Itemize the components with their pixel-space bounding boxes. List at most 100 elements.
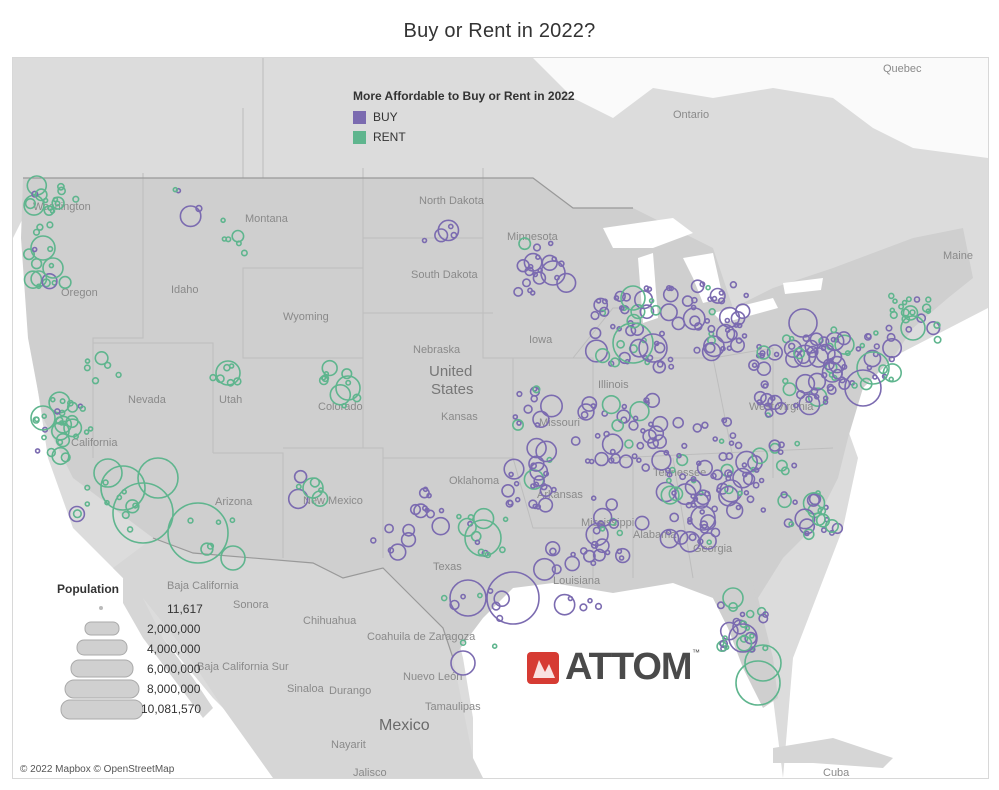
city-circle[interactable]	[609, 357, 621, 368]
city-circle[interactable]	[594, 451, 609, 467]
city-circle[interactable]	[681, 442, 688, 450]
city-circle[interactable]	[646, 437, 659, 450]
city-circle[interactable]	[728, 440, 735, 447]
city-circle[interactable]	[668, 363, 675, 370]
city-circle[interactable]	[634, 515, 650, 531]
city-circle[interactable]	[450, 650, 476, 676]
city-circle[interactable]	[830, 336, 837, 343]
city-circle[interactable]	[788, 521, 795, 528]
city-circle[interactable]	[616, 339, 625, 349]
city-circle[interactable]	[739, 634, 749, 643]
city-circle[interactable]	[605, 498, 619, 511]
city-circle[interactable]	[807, 372, 827, 391]
map-canvas[interactable]: Ontario Quebec United States Mexico Cuba…	[13, 58, 988, 778]
city-circle[interactable]	[502, 516, 509, 523]
city-circle[interactable]	[681, 295, 694, 307]
city-circle[interactable]	[652, 434, 668, 449]
city-circle[interactable]	[916, 313, 927, 324]
city-circle[interactable]	[55, 433, 71, 448]
city-circle[interactable]	[132, 502, 139, 509]
city-circle[interactable]	[513, 286, 524, 297]
city-circle[interactable]	[31, 190, 39, 198]
city-circle[interactable]	[826, 385, 837, 395]
city-circle[interactable]	[886, 332, 896, 342]
city-circle[interactable]	[718, 290, 725, 296]
city-circle[interactable]	[706, 539, 713, 546]
city-circle[interactable]	[220, 217, 226, 224]
city-circle[interactable]	[926, 321, 941, 336]
city-circle[interactable]	[752, 481, 760, 489]
city-circle[interactable]	[558, 260, 565, 267]
city-circle[interactable]	[104, 499, 110, 506]
city-circle[interactable]	[590, 310, 600, 321]
city-circle[interactable]	[612, 322, 654, 364]
city-circle[interactable]	[628, 420, 639, 431]
city-circle[interactable]	[764, 408, 774, 418]
city-circle[interactable]	[618, 305, 625, 311]
city-circle[interactable]	[618, 555, 625, 561]
city-circle[interactable]	[902, 305, 919, 321]
city-circle[interactable]	[751, 447, 769, 465]
city-circle[interactable]	[57, 186, 66, 196]
city-circle[interactable]	[503, 458, 525, 480]
city-circle[interactable]	[36, 223, 44, 231]
city-circle[interactable]	[125, 499, 140, 514]
city-circle[interactable]	[63, 418, 83, 438]
city-circle[interactable]	[863, 349, 882, 368]
city-circle[interactable]	[528, 455, 545, 472]
city-circle[interactable]	[690, 505, 716, 531]
city-circle[interactable]	[828, 355, 846, 374]
city-circle[interactable]	[613, 295, 620, 301]
city-circle[interactable]	[84, 501, 91, 507]
city-circle[interactable]	[793, 347, 806, 360]
city-circle[interactable]	[302, 477, 324, 499]
city-circle[interactable]	[641, 463, 651, 472]
city-circle[interactable]	[513, 480, 520, 487]
city-circle[interactable]	[413, 503, 429, 519]
city-circle[interactable]	[581, 396, 598, 412]
city-circle[interactable]	[933, 335, 942, 344]
city-circle[interactable]	[638, 333, 668, 363]
city-circle[interactable]	[594, 602, 603, 611]
city-circle[interactable]	[459, 639, 467, 647]
city-circle[interactable]	[539, 394, 563, 418]
city-circle[interactable]	[722, 635, 728, 641]
city-circle[interactable]	[632, 415, 639, 422]
city-circle[interactable]	[389, 543, 407, 561]
city-circle[interactable]	[809, 332, 824, 347]
city-circle[interactable]	[549, 547, 557, 556]
city-circle[interactable]	[209, 373, 217, 382]
city-circle[interactable]	[609, 323, 616, 330]
city-circle[interactable]	[813, 393, 820, 400]
city-circle[interactable]	[762, 611, 769, 618]
city-circle[interactable]	[759, 350, 766, 357]
city-circle[interactable]	[663, 449, 670, 456]
city-circle[interactable]	[625, 325, 637, 337]
city-circle[interactable]	[643, 397, 650, 404]
city-circle[interactable]	[679, 473, 687, 481]
city-circle[interactable]	[646, 286, 653, 292]
city-circle[interactable]	[564, 555, 581, 572]
city-circle[interactable]	[701, 341, 722, 362]
city-circle[interactable]	[815, 343, 836, 364]
city-circle[interactable]	[624, 439, 634, 449]
city-circle[interactable]	[137, 457, 179, 499]
city-circle[interactable]	[640, 427, 646, 434]
city-circle[interactable]	[501, 483, 515, 498]
city-circle[interactable]	[626, 313, 642, 329]
city-circle[interactable]	[579, 547, 588, 555]
city-circle[interactable]	[741, 462, 748, 468]
city-circle[interactable]	[532, 243, 542, 252]
city-circle[interactable]	[551, 564, 562, 575]
city-circle[interactable]	[402, 523, 416, 537]
city-circle[interactable]	[729, 337, 745, 353]
city-circle[interactable]	[856, 351, 890, 385]
city-circle[interactable]	[126, 526, 134, 533]
city-circle[interactable]	[717, 297, 726, 305]
city-circle[interactable]	[739, 611, 746, 618]
city-circle[interactable]	[773, 351, 780, 358]
city-circle[interactable]	[68, 505, 86, 523]
city-circle[interactable]	[873, 343, 880, 350]
city-circle[interactable]	[666, 471, 673, 478]
city-circle[interactable]	[57, 182, 65, 191]
